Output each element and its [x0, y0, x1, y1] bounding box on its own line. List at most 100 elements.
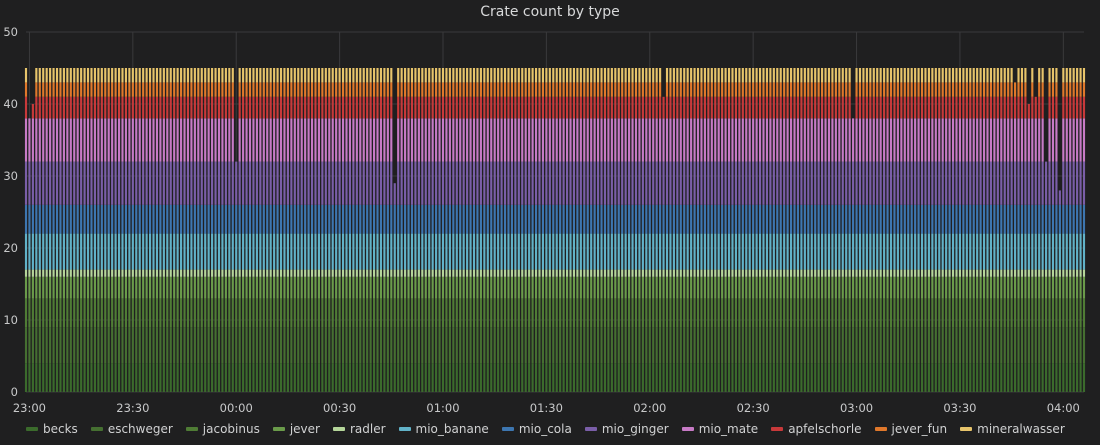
bar-segment-jacobinus [266, 298, 269, 328]
bar-segment-mio_mate [186, 118, 190, 162]
legend-item-jacobinus[interactable]: jacobinus [185, 422, 260, 436]
bar-segment-jever_fun [466, 82, 469, 97]
x-tick-label: 03:00 [840, 401, 873, 415]
bar-segment-eschweger [993, 327, 996, 364]
legend-item-apfelschorle[interactable]: apfelschorle [771, 422, 862, 436]
bar-segment-becks [452, 363, 455, 392]
bar-segment-jever [80, 276, 83, 299]
bar-stack [335, 68, 338, 392]
bar-segment-radler [752, 269, 755, 277]
bar-segment-mio_ginger [721, 161, 724, 205]
bar-segment-jever_fun [769, 82, 772, 97]
bar-segment-mio_banane [1079, 233, 1082, 270]
bar-stack [524, 68, 527, 392]
bar-segment-jever_fun [521, 82, 524, 97]
legend-item-mio_mate[interactable]: mio_mate [681, 422, 758, 436]
bar-stack [776, 68, 779, 392]
bar-segment-eschweger [962, 327, 965, 364]
legend-item-jever_fun[interactable]: jever_fun [874, 422, 947, 436]
legend-item-mio_cola[interactable]: mio_cola [501, 422, 572, 436]
legend-item-mineralwasser[interactable]: mineralwasser [960, 422, 1065, 436]
bar-segment-becks [404, 363, 407, 392]
bar-stack [869, 68, 872, 392]
bar-segment-mio_ginger [717, 161, 720, 205]
bar-segment-mio_cola [183, 204, 186, 234]
bar-segment-becks [900, 363, 903, 392]
bar-segment-apfelschorle [565, 96, 569, 119]
bar-segment-becks [948, 363, 951, 392]
bar-segment-radler [517, 269, 520, 277]
bar-segment-mio_banane [714, 233, 717, 270]
bar-segment-mio_cola [138, 204, 141, 234]
bar-segment-mio_banane [817, 233, 820, 270]
bar-segment-becks [1069, 363, 1072, 392]
bar-segment-mio_cola [180, 204, 183, 234]
bar-segment-mineralwasser [907, 68, 910, 83]
bar-segment-eschweger [945, 327, 948, 364]
bar-segment-mineralwasser [310, 68, 314, 83]
bar-segment-mio_banane [869, 233, 872, 270]
legend-item-mio_banane[interactable]: mio_banane [398, 422, 489, 436]
bar-segment-becks [590, 363, 593, 392]
bar-segment-mineralwasser [355, 68, 358, 83]
bar-segment-mio_cola [407, 204, 410, 234]
legend-item-mio_ginger[interactable]: mio_ginger [584, 422, 669, 436]
bar-segment-mio_ginger [628, 161, 631, 205]
bar-segment-mio_cola [400, 204, 403, 234]
bar-stack [283, 68, 286, 392]
bar-segment-mio_mate [42, 118, 45, 162]
bar-segment-mio_mate [817, 118, 820, 162]
bar-segment-eschweger [1065, 327, 1068, 364]
bar-segment-jever_fun [741, 82, 744, 97]
bar-segment-jever_fun [514, 82, 517, 97]
bar-segment-apfelschorle [669, 96, 672, 119]
bar-segment-jever_fun [307, 82, 310, 97]
bar-segment-mio_banane [610, 233, 613, 270]
bar-segment-apfelschorle [989, 96, 993, 119]
bar-segment-mio_mate [521, 118, 524, 162]
bar-segment-mio_cola [659, 204, 662, 234]
bar-segment-mio_cola [200, 204, 203, 234]
bar-segment-jever [576, 276, 579, 299]
bar-segment-jacobinus [734, 298, 737, 328]
bar-segment-mio_cola [755, 204, 758, 234]
bar-segment-mio_cola [548, 204, 551, 234]
bar-segment-apfelschorle [404, 96, 407, 119]
bar-segment-radler [659, 269, 662, 277]
legend-item-radler[interactable]: radler [332, 422, 386, 436]
bar-segment-radler [652, 269, 655, 277]
bar-segment-jacobinus [810, 298, 813, 328]
bar-segment-jever [734, 276, 737, 299]
legend-swatch [398, 427, 411, 431]
bar-segment-mio_ginger [893, 161, 896, 205]
bar-segment-jacobinus [224, 298, 227, 328]
bar-segment-jever [93, 276, 96, 299]
bar-segment-mio_ginger [441, 161, 445, 205]
bar-segment-mineralwasser [435, 68, 438, 83]
legend-item-eschweger[interactable]: eschweger [90, 422, 173, 436]
bar-segment-mio_banane [1045, 233, 1048, 270]
bar-segment-eschweger [579, 327, 582, 364]
bar-segment-jever [879, 276, 882, 299]
bar-segment-radler [228, 269, 231, 277]
legend-item-becks[interactable]: becks [26, 422, 78, 436]
bar-segment-radler [803, 269, 806, 277]
bar-segment-mio_mate [500, 118, 503, 162]
bar-segment-mio_mate [624, 118, 627, 162]
bar-segment-jever_fun [24, 82, 28, 97]
legend-item-jever[interactable]: jever [272, 422, 320, 436]
bar-segment-jever_fun [107, 82, 110, 97]
bar-segment-jever [721, 276, 724, 299]
bar-segment-mineralwasser [1076, 68, 1079, 83]
bar-segment-mio_ginger [455, 161, 458, 205]
bar-segment-mineralwasser [231, 68, 234, 83]
bar-segment-becks [238, 363, 241, 392]
bar-segment-becks [683, 363, 686, 392]
bar-segment-becks [951, 363, 955, 392]
bar-segment-mio_banane [49, 233, 52, 270]
bar-segment-jever_fun [593, 82, 596, 97]
bar-segment-jever_fun [803, 82, 806, 97]
bar-segment-mio_banane [104, 233, 107, 270]
bar-segment-mio_banane [569, 233, 572, 270]
bar-segment-radler [807, 269, 810, 277]
